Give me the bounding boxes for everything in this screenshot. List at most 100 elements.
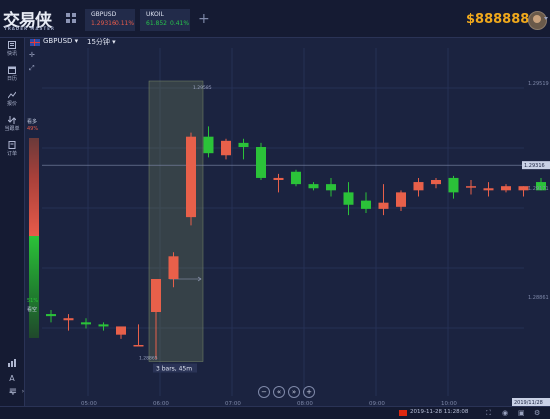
forward-icon[interactable]: » — [288, 386, 300, 398]
expand-icon[interactable]: ⤢ — [29, 64, 35, 72]
sidebar-item-label: 当跟单 — [4, 126, 20, 132]
chart-navigation: − « » + — [258, 386, 318, 398]
grid-icon[interactable] — [66, 13, 77, 24]
chevron-down-icon[interactable] — [544, 17, 548, 20]
china-flag-icon — [399, 410, 407, 416]
app-logo[interactable]: 交易侠 TRADER MASTER — [3, 6, 58, 34]
candle-body — [203, 136, 214, 154]
candle-body — [238, 142, 249, 147]
sidebar-item-calendar[interactable]: 日历 — [0, 64, 24, 88]
time-axis-label: 06:00 — [153, 401, 169, 406]
sidebar-item-news[interactable]: 快讯 — [0, 39, 24, 63]
ticker-ukoil[interactable]: UKOIL 61.852 0.41% — [140, 9, 190, 31]
current-price-label: 1.29316 — [524, 163, 545, 169]
timeframe-label: 15分钟 — [87, 38, 110, 46]
indicators-icon[interactable] — [3, 359, 21, 369]
news-icon — [8, 41, 16, 49]
chart-symbol: GBPUSD — [43, 37, 73, 45]
top-bar: 交易侠 TRADER MASTER GBPUSD 1.29316 0.11% U… — [0, 0, 550, 38]
status-datetime: 2019-11-28 11:28:08 — [410, 409, 469, 415]
candle-body — [536, 182, 546, 191]
measure-high-label: 1.29585 — [193, 85, 212, 91]
sidebar-item-label: 订单 — [6, 151, 17, 157]
camera-icon[interactable]: ◉ — [502, 409, 509, 417]
candle-body — [98, 324, 109, 327]
add-ticker-icon[interactable]: + — [198, 11, 210, 27]
sidebar-item-label: 日历 — [6, 76, 17, 82]
measure-low-label: 1.28865 — [139, 356, 158, 362]
candle-body — [151, 279, 161, 312]
status-bar: 2019-11-28 11:28:08 ⛶ ◉ ▣ ⚙ — [0, 406, 550, 419]
screenshot-icon[interactable]: ▣ — [518, 409, 525, 417]
menu-icon[interactable]: ≡ — [8, 386, 18, 397]
candle-body — [116, 326, 126, 335]
sidebar-item-orders[interactable]: 订单 — [0, 139, 24, 163]
candle-body — [483, 188, 494, 191]
measure-info-label: 3 bars, 45m — [156, 366, 192, 373]
candle-body — [466, 186, 476, 188]
buy-label: 看多 — [27, 119, 38, 125]
ticker-price: 61.852 — [146, 20, 167, 27]
candle-body — [413, 182, 424, 191]
sell-volume-bar — [29, 236, 39, 338]
price-axis-label: 1.28861 — [528, 295, 549, 301]
candle-body — [221, 140, 231, 156]
time-axis-label: 05:00 — [81, 401, 97, 406]
account-balance: $888888 — [466, 12, 530, 27]
zoom-out-icon[interactable]: − — [258, 386, 270, 398]
candle-body — [186, 136, 196, 218]
price-axis-label: 1.29171 — [528, 186, 549, 192]
candle-body — [343, 192, 354, 205]
uk-flag-icon — [30, 39, 40, 46]
ticker-symbol: GBPUSD — [91, 11, 117, 18]
logo-text: 交易侠 — [3, 11, 52, 31]
candle-body — [326, 184, 336, 191]
candle-body — [361, 200, 371, 209]
candle-body — [291, 171, 301, 185]
ticker-change: 0.41% — [170, 20, 190, 27]
candle-body — [63, 318, 74, 321]
sidebar-item-copy-trade[interactable]: 当跟单 — [0, 114, 24, 138]
timeframe-select[interactable]: 15分钟 ▾ — [87, 38, 116, 46]
time-axis-label: 07:00 — [225, 401, 241, 406]
logo-subtitle: TRADER MASTER — [4, 26, 55, 31]
candle-body — [273, 177, 284, 180]
axis-date-tag — [512, 398, 550, 406]
rewind-icon[interactable]: « — [273, 386, 285, 398]
wave-tool-icon[interactable]: ∿ — [8, 388, 16, 397]
zoom-in-icon[interactable]: + — [303, 386, 315, 398]
chart-symbol-select[interactable]: GBPUSD ▾ — [43, 37, 79, 45]
sidebar-item-label: 快讯 — [6, 51, 17, 57]
crosshair-icon[interactable]: ✛ — [29, 51, 35, 59]
candle-body — [448, 177, 459, 193]
candle-body — [378, 202, 389, 209]
time-axis-label: 09:00 — [369, 401, 385, 406]
time-axis-label: 10:00 — [441, 401, 457, 406]
text-tool-icon[interactable]: A — [9, 374, 15, 383]
candle-body — [133, 345, 144, 347]
candle-body — [396, 192, 406, 207]
sidebar-item-quotes[interactable]: 报价 — [0, 89, 24, 113]
candle-body — [81, 322, 91, 325]
orders-icon — [8, 141, 16, 149]
ticker-change: 0.11% — [115, 20, 135, 27]
buy-volume-bar — [29, 138, 39, 236]
candle-body — [501, 186, 511, 191]
quotes-icon — [8, 91, 16, 99]
settings-icon[interactable]: ⚙ — [534, 409, 541, 417]
ticker-symbol: UKOIL — [146, 11, 164, 18]
price-chart[interactable]: 1.29519 1.29171 1.28861 1.29316 1.29585 1.288… — [24, 48, 550, 406]
sell-label: 看空 — [27, 307, 38, 313]
sidebar-item-label: 报价 — [6, 101, 17, 107]
calendar-icon — [8, 66, 16, 74]
chevron-right-icon[interactable]: › — [21, 388, 25, 395]
ticker-gbpusd[interactable]: GBPUSD 1.29316 0.11% — [85, 9, 135, 31]
measure-arrow-head — [197, 276, 202, 282]
copy-trade-icon — [8, 116, 16, 124]
candle-body — [256, 147, 266, 178]
fullscreen-icon[interactable]: ⛶ — [486, 409, 491, 417]
candle-body — [46, 314, 56, 317]
candle-body — [308, 184, 319, 189]
measure-rect — [148, 80, 204, 362]
avatar[interactable] — [528, 11, 547, 30]
